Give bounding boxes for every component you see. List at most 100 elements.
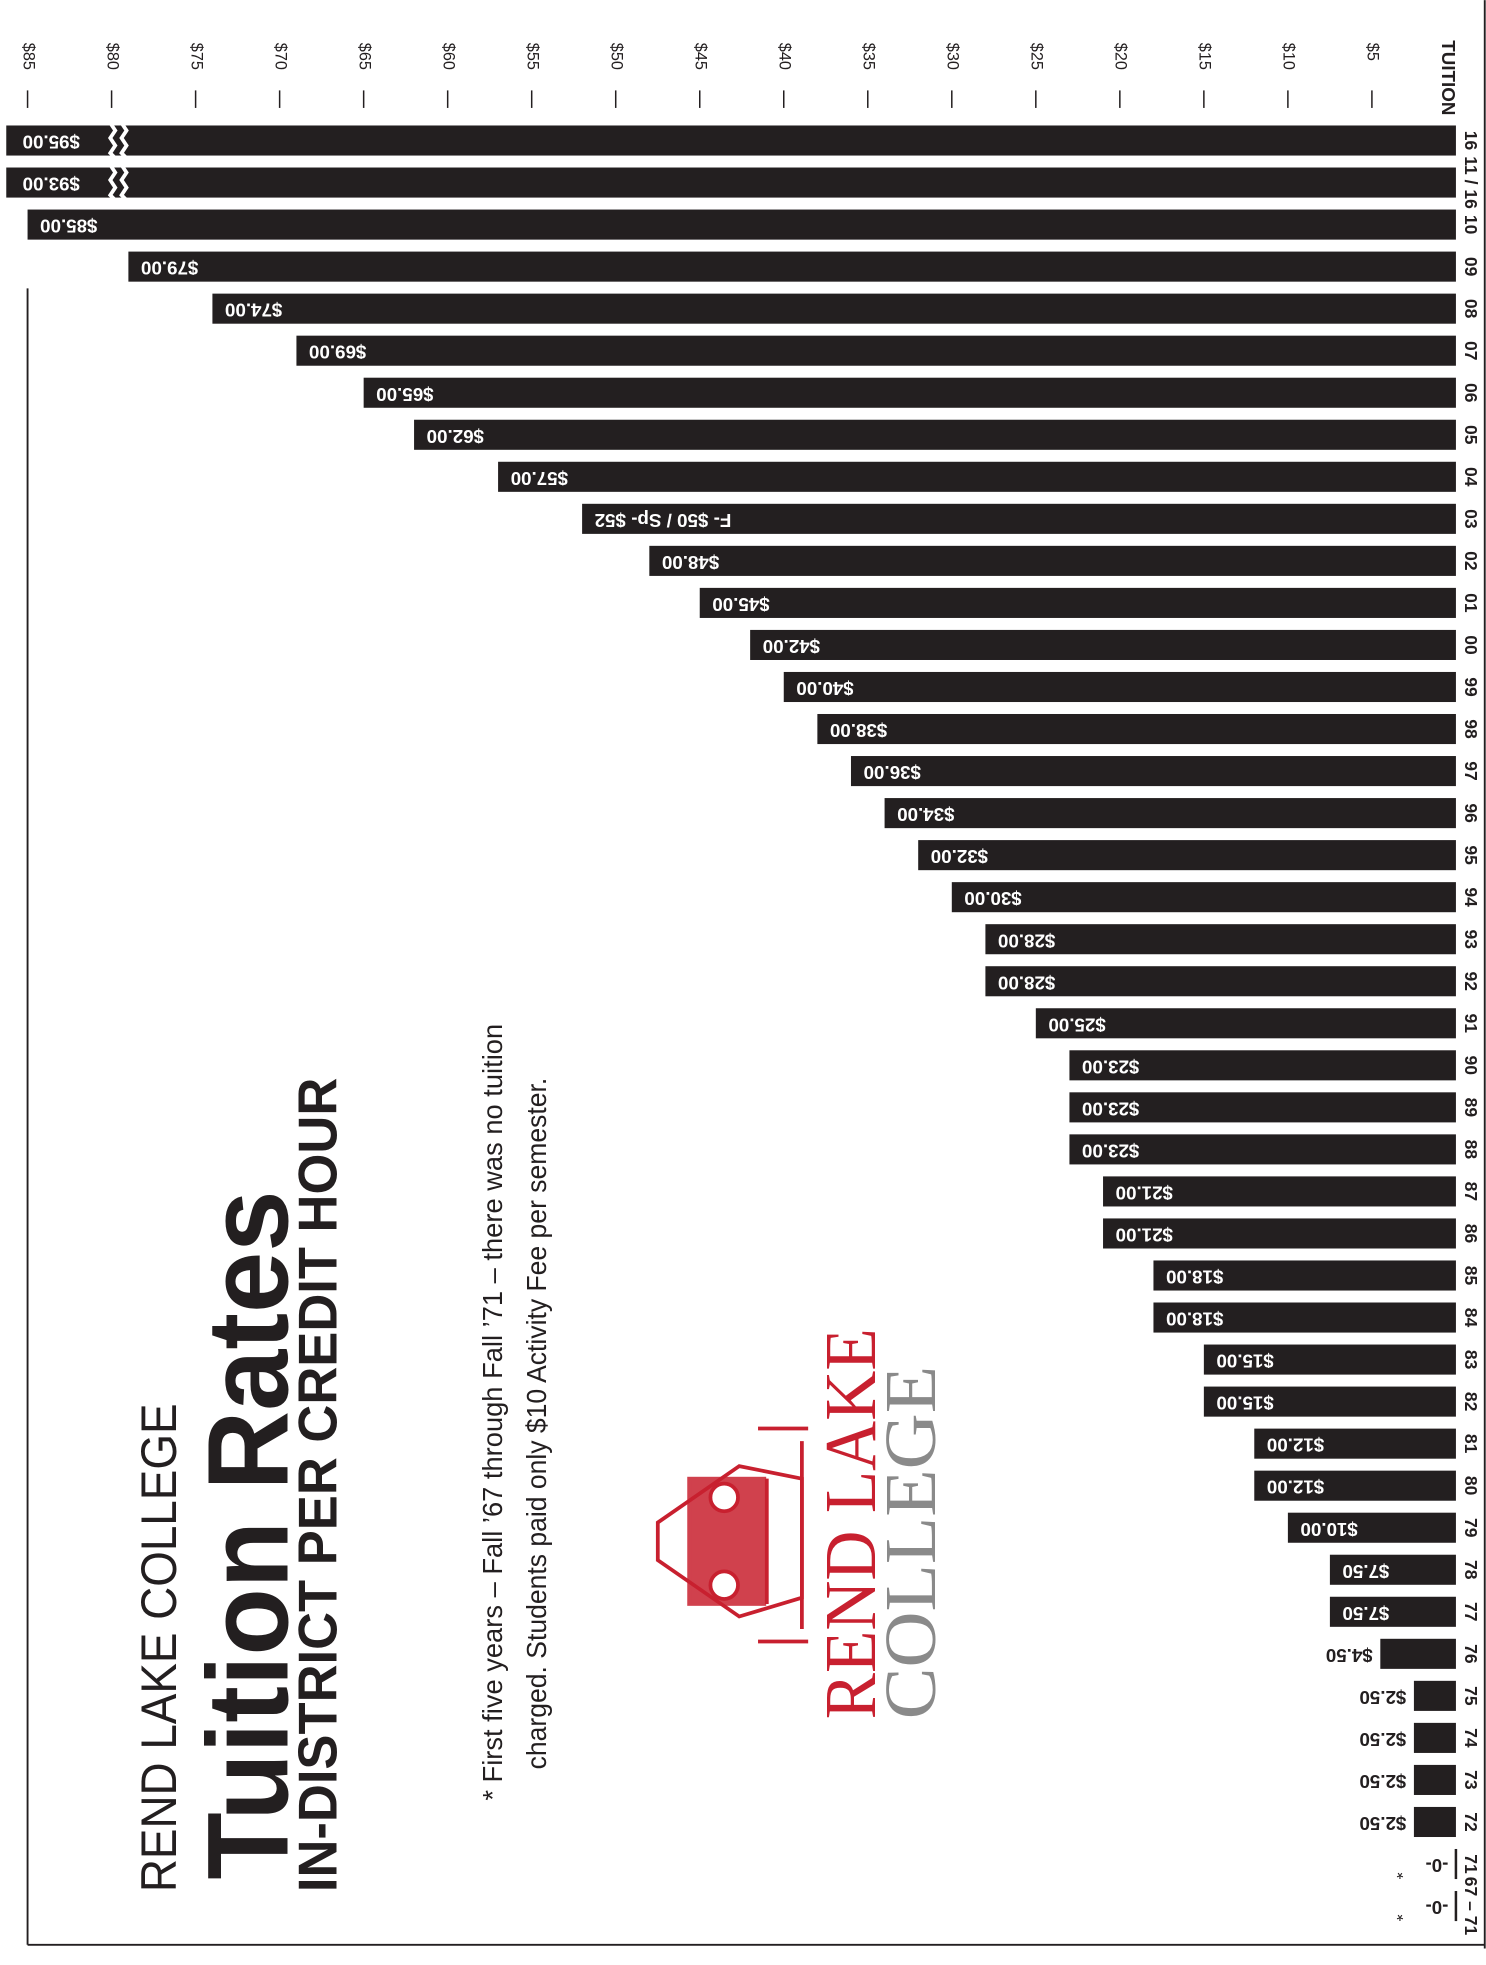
bar <box>1254 1470 1456 1501</box>
value-label: $62.00 <box>427 426 484 447</box>
logo-text: COLLEGE <box>870 1366 951 1719</box>
x-tick-label: $60 <box>439 43 457 70</box>
bar <box>1329 1554 1456 1585</box>
bar <box>1287 1512 1456 1543</box>
value-label: $38.00 <box>830 720 887 741</box>
axis-break <box>119 121 129 160</box>
value-label: $10.00 <box>1300 1519 1357 1540</box>
y-tick-label: 84 <box>1461 1308 1481 1328</box>
y-tick-label: 81 <box>1461 1434 1481 1454</box>
value-label: $2.50 <box>1359 1771 1406 1792</box>
y-tick-label: 97 <box>1461 761 1481 781</box>
x-tick-label: $5 <box>1364 43 1382 61</box>
value-label: $21.00 <box>1116 1182 1173 1203</box>
y-tick-label: 76 <box>1461 1644 1481 1664</box>
bar <box>1153 1302 1456 1333</box>
value-label: $45.00 <box>712 594 769 615</box>
bar <box>817 713 1456 745</box>
y-tick-label: 88 <box>1461 1140 1481 1160</box>
value-label: $30.00 <box>964 888 1021 909</box>
bar <box>1103 1176 1456 1207</box>
value-label: $7.50 <box>1342 1603 1389 1624</box>
value-label: $93.00 <box>23 174 80 195</box>
x-tick-label: $45 <box>691 43 709 70</box>
y-tick-label: 99 <box>1461 677 1481 697</box>
axis-break <box>119 163 129 202</box>
y-tick-label: 98 <box>1461 719 1481 739</box>
x-tick-label: $10 <box>1280 43 1298 70</box>
y-tick-label: 02 <box>1461 551 1481 571</box>
college-name: REND LAKE COLLEGE <box>131 1403 187 1892</box>
value-label: -0- <box>1425 1855 1448 1876</box>
value-label: $32.00 <box>931 846 988 867</box>
value-label: $34.00 <box>897 804 954 825</box>
y-tick-label: 11 / 16 <box>1461 156 1481 209</box>
y-tick-label: 90 <box>1461 1056 1481 1076</box>
bars <box>6 125 1456 1838</box>
y-tick-label: 10 <box>1461 215 1481 235</box>
x-tick-label: $75 <box>187 43 205 70</box>
logo-text: REND LAKE <box>810 1328 891 1719</box>
y-tick-label: 04 <box>1461 467 1481 487</box>
y-tick-label: 74 <box>1461 1728 1481 1748</box>
bar <box>27 209 1456 240</box>
bar <box>128 251 1456 282</box>
bar <box>985 966 1456 997</box>
value-label: $42.00 <box>763 636 820 657</box>
x-tick-label: $15 <box>1196 43 1214 70</box>
y-tick-label: 79 <box>1461 1518 1481 1538</box>
bar <box>1413 1680 1456 1711</box>
value-label: $15.00 <box>1216 1393 1273 1414</box>
y-tick-label: 07 <box>1461 341 1481 361</box>
bar <box>1069 1134 1456 1165</box>
value-label: $57.00 <box>511 468 568 489</box>
bar <box>296 335 1456 366</box>
value-label: $36.00 <box>864 762 921 783</box>
x-tick-label: $55 <box>523 43 541 70</box>
bar <box>850 756 1456 787</box>
y-tick-label: 71 <box>1461 1854 1481 1874</box>
value-label: $2.50 <box>1359 1813 1406 1834</box>
y-tick-label: 09 <box>1461 257 1481 277</box>
bar <box>1413 1764 1456 1795</box>
bar <box>1380 1638 1456 1669</box>
bar <box>951 882 1456 913</box>
value-label: $23.00 <box>1082 1140 1139 1161</box>
bar <box>1153 1260 1456 1291</box>
x-tick-label: $20 <box>1112 43 1130 70</box>
bar <box>1413 1722 1456 1753</box>
y-tick-label: 83 <box>1461 1350 1481 1370</box>
y-tick-label: 82 <box>1461 1392 1481 1412</box>
y-tick-label: 93 <box>1461 929 1481 949</box>
footnote: charged. Students paid only $10 Activity… <box>521 1078 552 1770</box>
bar <box>985 924 1456 955</box>
value-label: $23.00 <box>1082 1056 1139 1077</box>
bar <box>649 545 1456 576</box>
value-label: $18.00 <box>1166 1309 1223 1330</box>
bar <box>1035 1008 1456 1039</box>
y-tick-label: 89 <box>1461 1098 1481 1118</box>
annotation: * <box>1396 1905 1403 1925</box>
y-tick-label: 06 <box>1461 383 1481 403</box>
value-label: $7.50 <box>1342 1561 1389 1582</box>
value-label: $2.50 <box>1359 1729 1406 1750</box>
value-label: $69.00 <box>309 342 366 363</box>
bar <box>498 461 1456 492</box>
y-tick-label: 01 <box>1461 593 1481 613</box>
value-label: $28.00 <box>998 930 1055 951</box>
bar <box>414 419 1456 450</box>
y-tick-label: 00 <box>1461 635 1481 655</box>
y-tick-label: 67 – 71 <box>1461 1877 1481 1936</box>
value-label: $23.00 <box>1082 1098 1139 1119</box>
y-tick-label: 87 <box>1461 1182 1481 1202</box>
y-tick-label: 03 <box>1461 509 1481 529</box>
bar <box>699 587 1456 618</box>
x-tick-label: $25 <box>1028 43 1046 70</box>
y-tick-label: 16 <box>1461 131 1481 151</box>
axis-break <box>107 121 118 160</box>
bar <box>1103 1218 1456 1249</box>
x-tick-label: $70 <box>271 43 289 70</box>
y-tick-label: 91 <box>1461 1014 1481 1034</box>
x-tick-label: $85 <box>19 43 37 70</box>
